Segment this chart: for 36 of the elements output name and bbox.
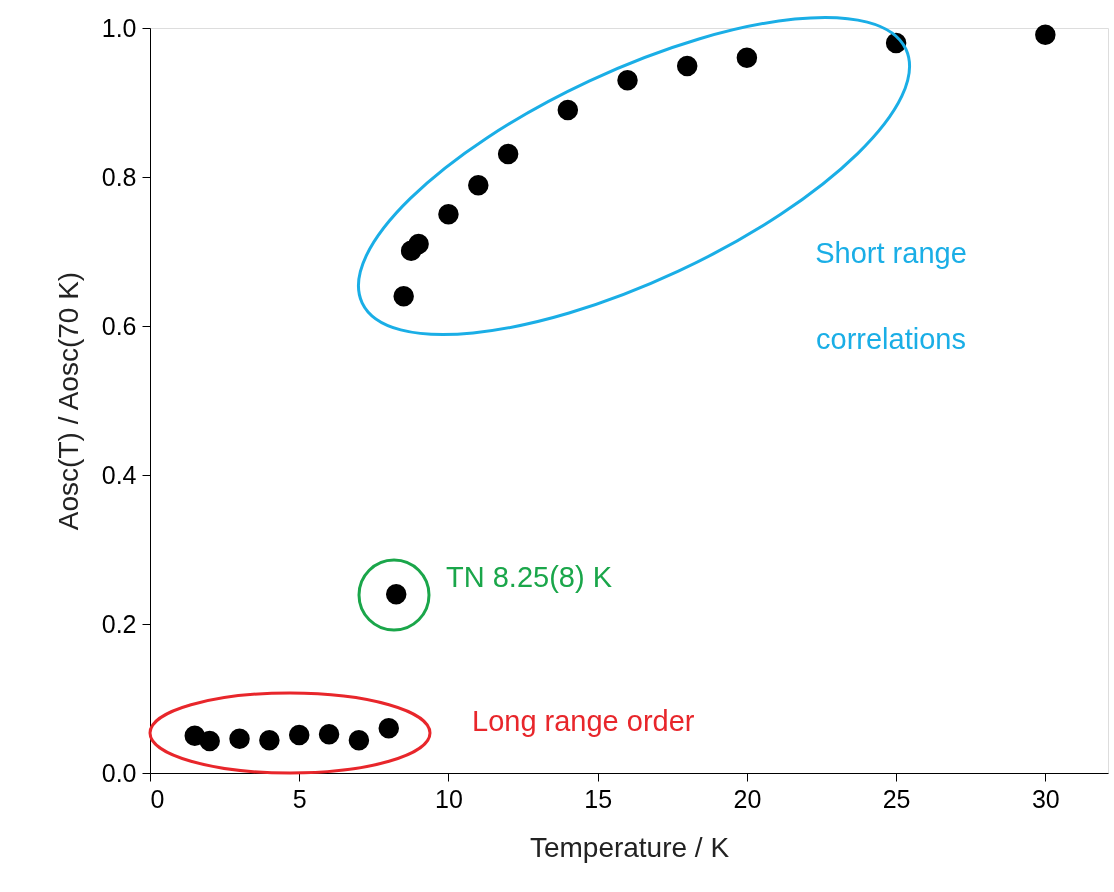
point — [676, 55, 698, 77]
annotation: Long range order — [472, 705, 695, 737]
x-tick-label: 25 — [882, 784, 911, 813]
point — [259, 729, 280, 751]
point — [497, 143, 519, 165]
y-tick-label: 0.0 — [101, 758, 137, 787]
point — [1035, 24, 1056, 45]
y-axis-title: Aosc(T) / Aosc(70 K) — [52, 271, 84, 531]
x-tick-label: 20 — [733, 784, 762, 813]
point — [736, 47, 758, 69]
point — [617, 69, 638, 91]
x-tick-label: 5 — [292, 784, 307, 813]
y-tick-label: 0.6 — [101, 311, 137, 340]
point — [318, 724, 340, 745]
x-axis-title: Temperature / K — [529, 831, 730, 863]
x-tick-label: 30 — [1031, 784, 1060, 813]
annotation: correlations — [816, 323, 966, 355]
x-tick-label: 0 — [150, 784, 165, 813]
point — [557, 99, 579, 121]
point — [199, 730, 220, 752]
y-tick-label: 1.0 — [101, 13, 137, 42]
point — [229, 728, 250, 749]
x-tick-label: 10 — [435, 784, 463, 813]
point — [393, 285, 414, 307]
x-tick-label: 15 — [584, 784, 613, 813]
point — [408, 233, 429, 255]
annotation: Short range — [815, 237, 967, 269]
y-tick-label: 0.2 — [101, 609, 137, 638]
point — [378, 718, 399, 739]
point — [288, 724, 310, 746]
annotation: TN 8.25(8) K — [446, 561, 613, 593]
point — [468, 174, 489, 196]
y-tick-label: 0.4 — [101, 460, 137, 489]
point — [438, 204, 459, 225]
y-tick-label: 0.8 — [101, 162, 137, 191]
point — [348, 729, 370, 751]
